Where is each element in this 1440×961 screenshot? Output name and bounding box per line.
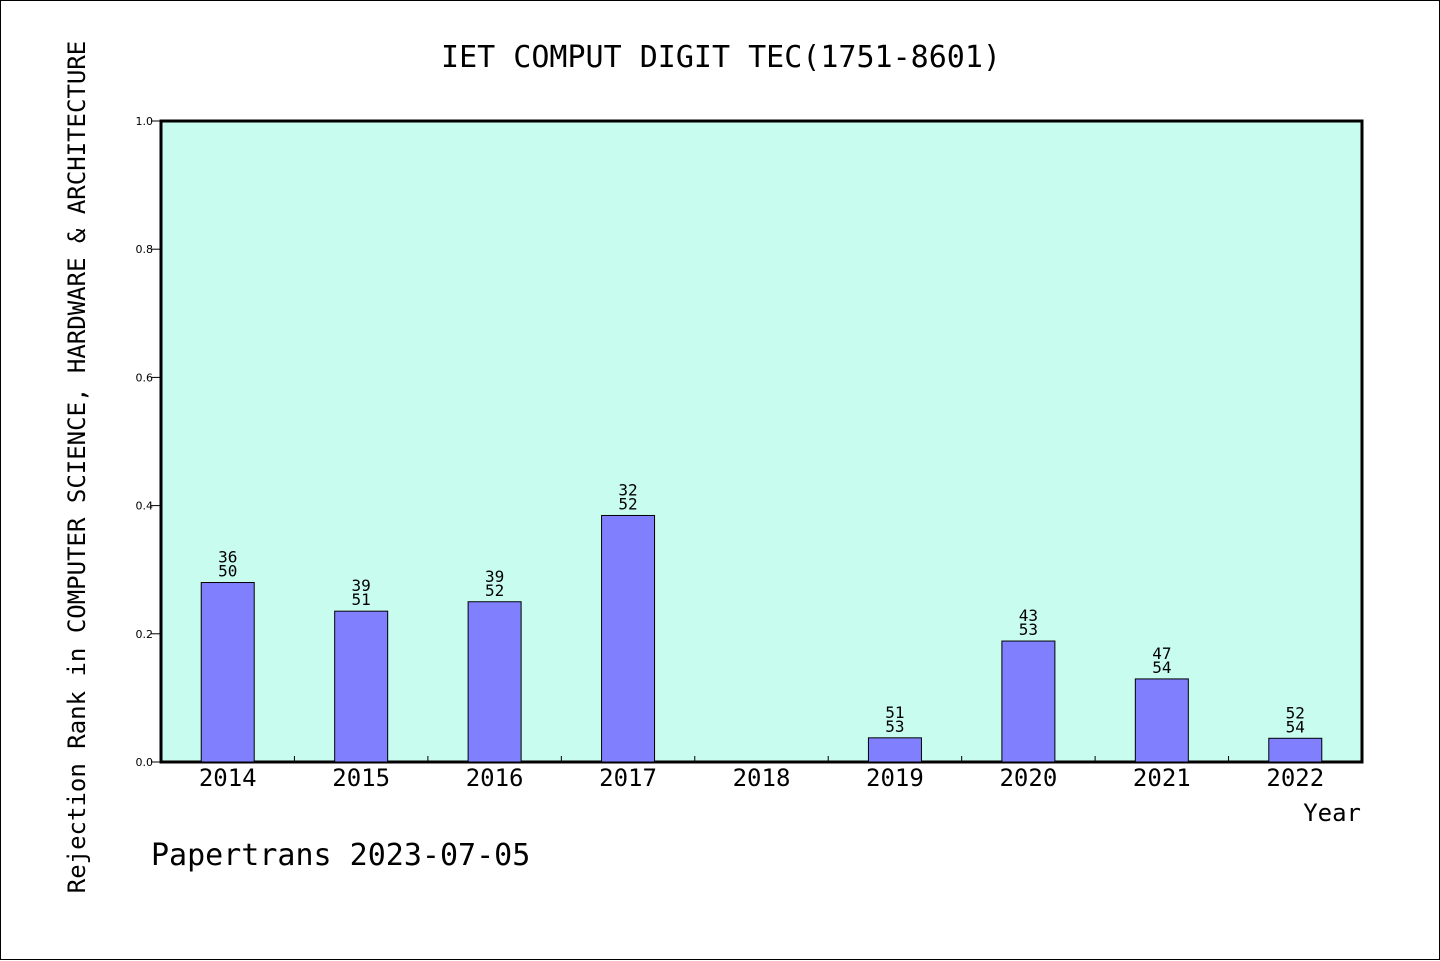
bar-label-top-2020: 43 bbox=[1019, 606, 1038, 625]
bar-2022 bbox=[1268, 737, 1323, 763]
x-axis-label: Year bbox=[1303, 799, 1361, 827]
bar-label-bottom-2015: 51 bbox=[352, 590, 371, 609]
y-tick-label: 0.2 bbox=[136, 628, 154, 641]
x-tick-label-2021: 2021 bbox=[1133, 764, 1191, 792]
bar-label-bottom-2017: 52 bbox=[618, 494, 637, 513]
bar-label-top-2022: 52 bbox=[1286, 703, 1305, 722]
bar-label-top-2021: 47 bbox=[1152, 644, 1171, 663]
x-tick-label-2022: 2022 bbox=[1266, 764, 1324, 792]
bar-2015 bbox=[334, 610, 389, 763]
y-tick-label: 0.0 bbox=[136, 756, 154, 769]
bar-label-top-2015: 39 bbox=[352, 576, 371, 595]
bar-2014 bbox=[200, 582, 255, 763]
y-tick-label: 0.8 bbox=[136, 243, 154, 256]
bar-2019 bbox=[867, 737, 922, 763]
bar-label-top-2016: 39 bbox=[485, 567, 504, 586]
bar-label-bottom-2020: 53 bbox=[1019, 620, 1038, 639]
x-tick-label-2017: 2017 bbox=[599, 764, 657, 792]
footer-text: Papertrans 2023-07-05 bbox=[151, 838, 530, 873]
y-tick-label: 0.6 bbox=[136, 371, 154, 384]
y-tick-label: 0.4 bbox=[136, 500, 154, 513]
x-tick-label-2016: 2016 bbox=[466, 764, 524, 792]
bar-label-top-2019: 51 bbox=[885, 703, 904, 722]
bar-label-bottom-2014: 50 bbox=[218, 562, 237, 581]
y-axis-label: Rejection Rank in COMPUTER SCIENCE, HARD… bbox=[63, 41, 91, 894]
bar-2021 bbox=[1134, 678, 1189, 763]
x-tick-label-2018: 2018 bbox=[733, 764, 791, 792]
x-tick-label-2019: 2019 bbox=[866, 764, 924, 792]
bar-label-bottom-2016: 52 bbox=[485, 581, 504, 600]
bar-label-top-2014: 36 bbox=[218, 548, 237, 567]
bar-label-bottom-2021: 54 bbox=[1152, 658, 1171, 677]
bar-2016 bbox=[467, 601, 522, 763]
x-tick-label-2020: 2020 bbox=[999, 764, 1057, 792]
bar-label-top-2017: 32 bbox=[618, 480, 637, 499]
x-tick-label-2015: 2015 bbox=[332, 764, 390, 792]
bar-label-bottom-2022: 54 bbox=[1286, 717, 1305, 736]
chart-title: IET COMPUT DIGIT TEC(1751-8601) bbox=[441, 40, 1001, 75]
bar-2017 bbox=[601, 514, 656, 763]
y-axis-ticks: 0.0 0.2 0.4 0.6 0.8 1.0 bbox=[136, 115, 161, 769]
x-axis-ticks: 2014 2015 2016 2017 2018 2019 2020 2021 2022 bbox=[199, 756, 1324, 792]
y-tick-label: 1.0 bbox=[136, 115, 154, 128]
x-tick-label-2014: 2014 bbox=[199, 764, 257, 792]
bar-2020 bbox=[1001, 640, 1056, 763]
bar-label-bottom-2019: 53 bbox=[885, 717, 904, 736]
